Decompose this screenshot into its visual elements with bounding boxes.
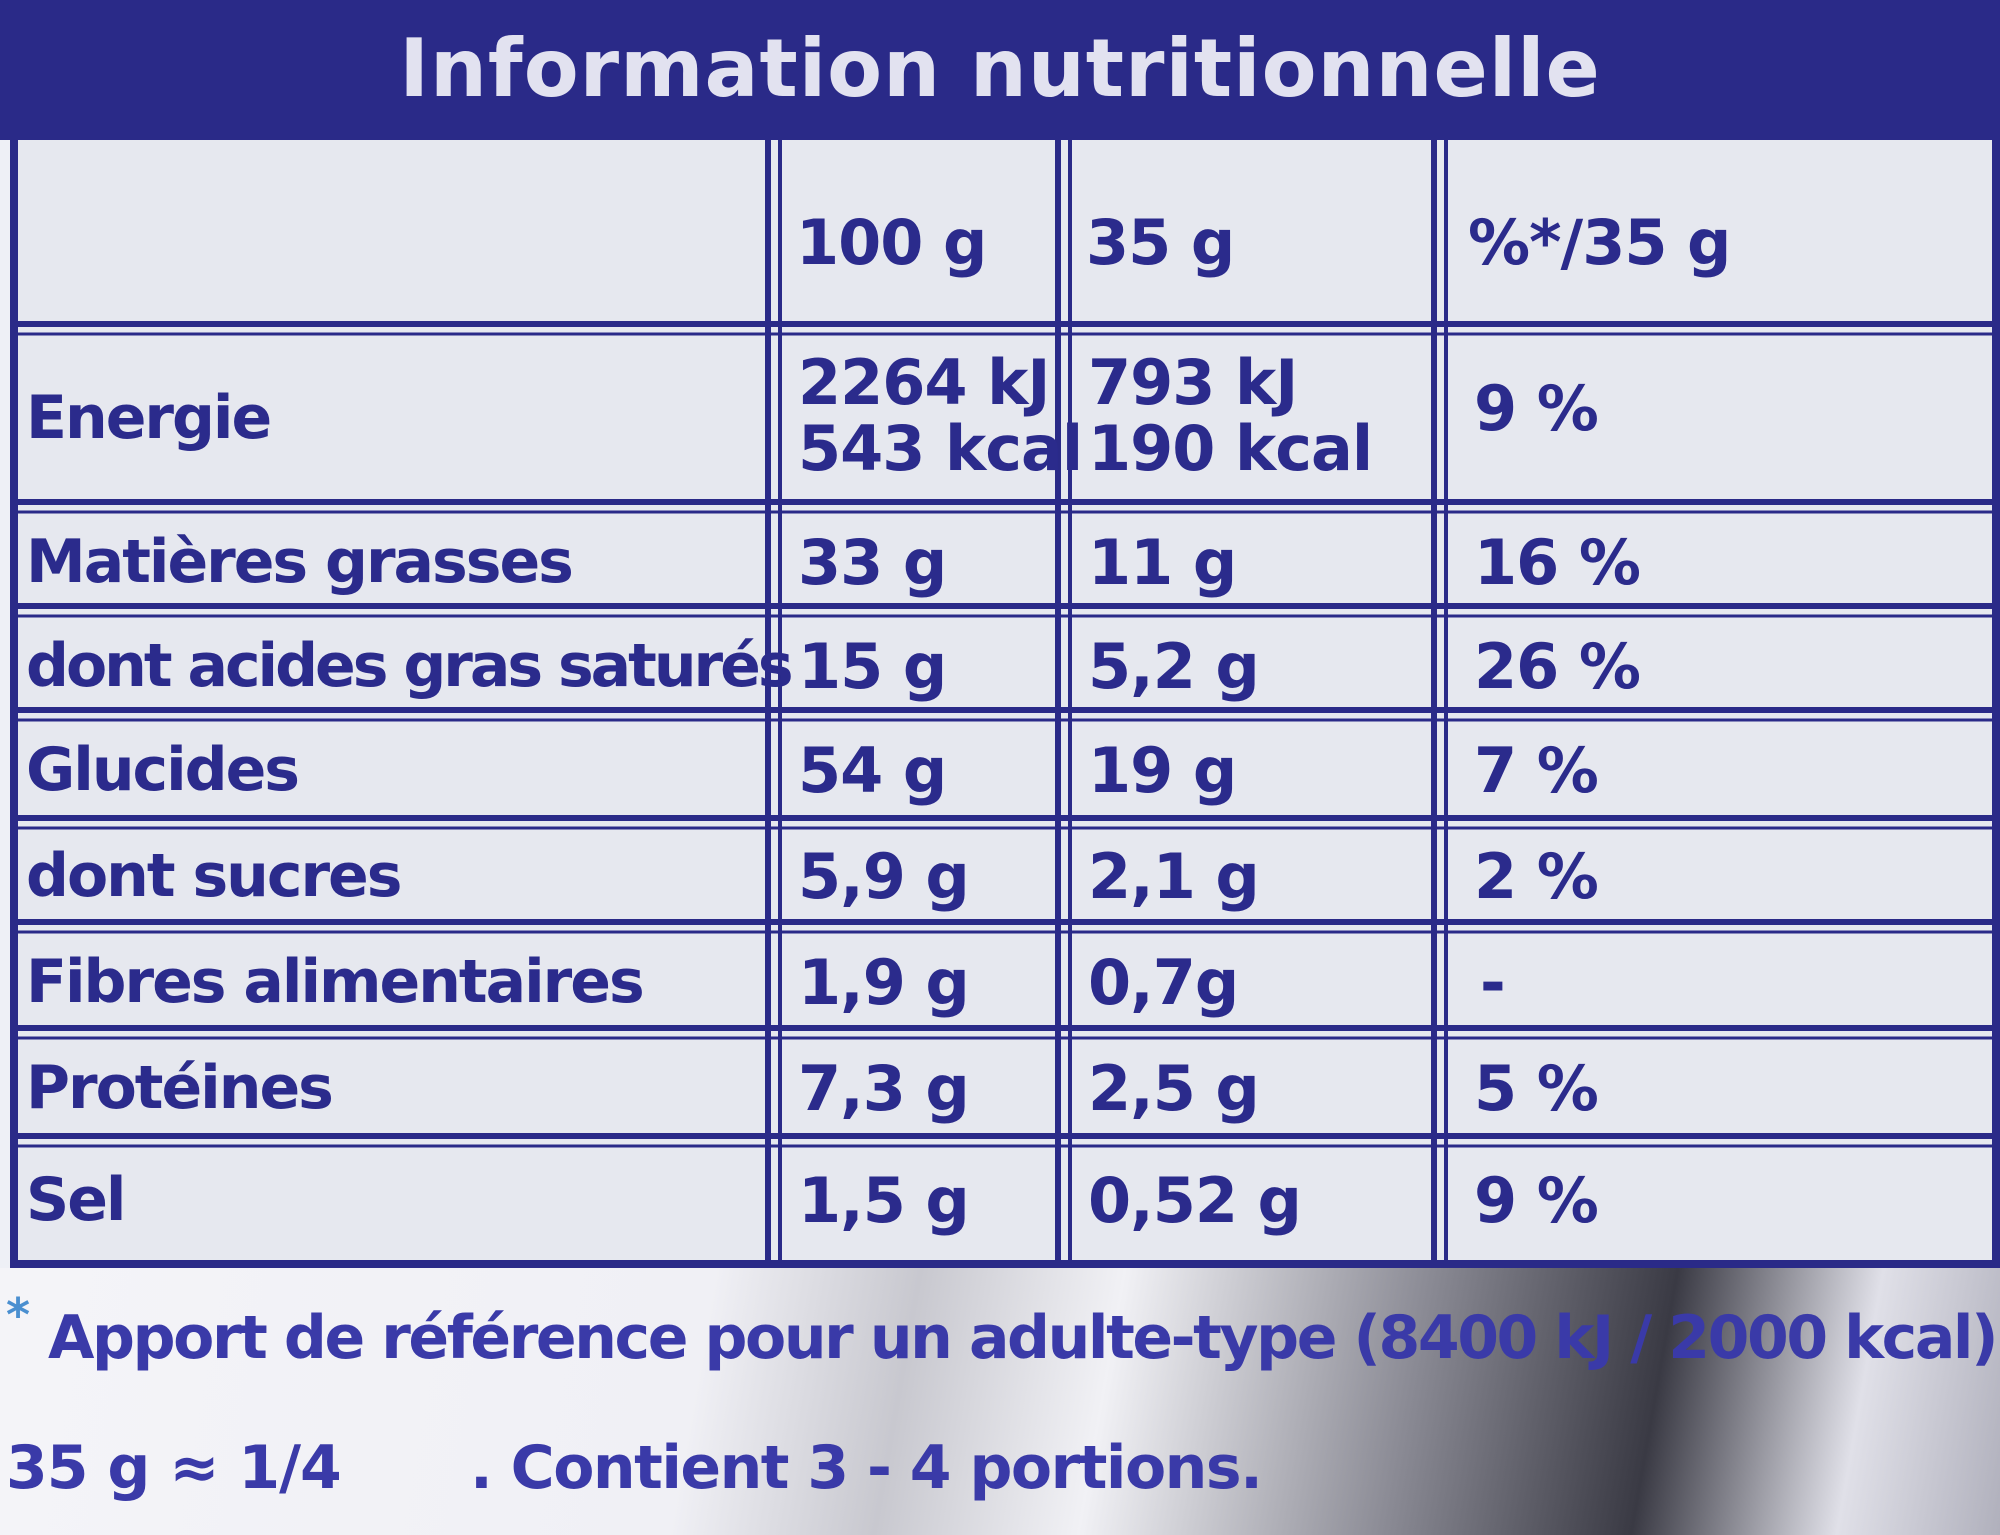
row-label-fibres-alimentaires: Fibres alimentaires xyxy=(26,947,645,1017)
nutrition-table: 100 g 35 g %*/35 g Energie 2264 kJ 543 k… xyxy=(10,140,2000,1268)
row-label-matieres-grasses: Matières grasses xyxy=(26,527,574,597)
glucides-100g: 54 g xyxy=(798,734,947,807)
fibres-alimentaires-35g: 0,7g xyxy=(1088,946,1239,1019)
energie-percent: 9 % xyxy=(1474,372,1599,445)
acides-gras-satures-35g: 5,2 g xyxy=(1088,630,1260,703)
matieres-grasses-100g: 33 g xyxy=(798,526,947,599)
proteines-35g: 2,5 g xyxy=(1088,1052,1260,1125)
table-grid xyxy=(10,140,2000,1268)
portions-count: . Contient 3 - 4 portions. xyxy=(470,1433,1263,1503)
energie-100g-value: 2264 kJ 543 kcal xyxy=(798,346,1083,485)
sel-35g: 0,52 g xyxy=(1088,1164,1302,1237)
dont-sucres-percent: 2 % xyxy=(1474,840,1599,913)
matieres-grasses-percent: 16 % xyxy=(1474,526,1641,599)
row-label-dont-sucres: dont sucres xyxy=(26,841,402,911)
footer-notes: * Apport de référence pour un adulte-typ… xyxy=(0,1268,2000,1535)
fibres-alimentaires-percent: - xyxy=(1480,946,1506,1019)
row-label-proteines: Protéines xyxy=(26,1053,334,1123)
dont-sucres-35g: 2,1 g xyxy=(1088,840,1260,913)
fibres-alimentaires-100g: 1,9 g xyxy=(798,946,970,1019)
reference-intake-note: Apport de référence pour un adulte-type … xyxy=(48,1303,2000,1373)
energie-35g-value: 793 kJ 190 kcal xyxy=(1088,346,1373,485)
glucides-35g: 19 g xyxy=(1088,734,1237,807)
energie-100g: 2264 kJ 543 kcal xyxy=(798,346,1083,485)
column-header-100g: 100 g xyxy=(796,206,987,279)
acides-gras-satures-100g: 15 g xyxy=(798,630,947,703)
row-label-glucides: Glucides xyxy=(26,735,300,805)
sel-100g: 1,5 g xyxy=(798,1164,970,1237)
table-title: Information nutritionnelle xyxy=(399,22,1601,115)
column-header-35g: 35 g xyxy=(1086,206,1235,279)
energie-35g: 793 kJ 190 kcal xyxy=(1088,346,1373,485)
acides-gras-satures-percent: 26 % xyxy=(1474,630,1641,703)
matieres-grasses-35g: 11 g xyxy=(1088,526,1237,599)
title-bar: Information nutritionnelle xyxy=(0,0,2000,140)
row-label-energie: Energie xyxy=(26,383,272,453)
column-header-percent: %*/35 g xyxy=(1468,206,1731,279)
portion-size: 35 g ≈ 1/4 xyxy=(6,1433,342,1503)
sel-percent: 9 % xyxy=(1474,1164,1599,1237)
glucides-percent: 7 % xyxy=(1474,734,1599,807)
proteines-100g: 7,3 g xyxy=(798,1052,970,1125)
row-label-acides-gras-satures: dont acides gras saturés xyxy=(26,631,794,701)
dont-sucres-100g: 5,9 g xyxy=(798,840,970,913)
footnote-asterisk: * xyxy=(6,1288,30,1342)
proteines-percent: 5 % xyxy=(1474,1052,1599,1125)
row-label-sel: Sel xyxy=(26,1165,126,1235)
